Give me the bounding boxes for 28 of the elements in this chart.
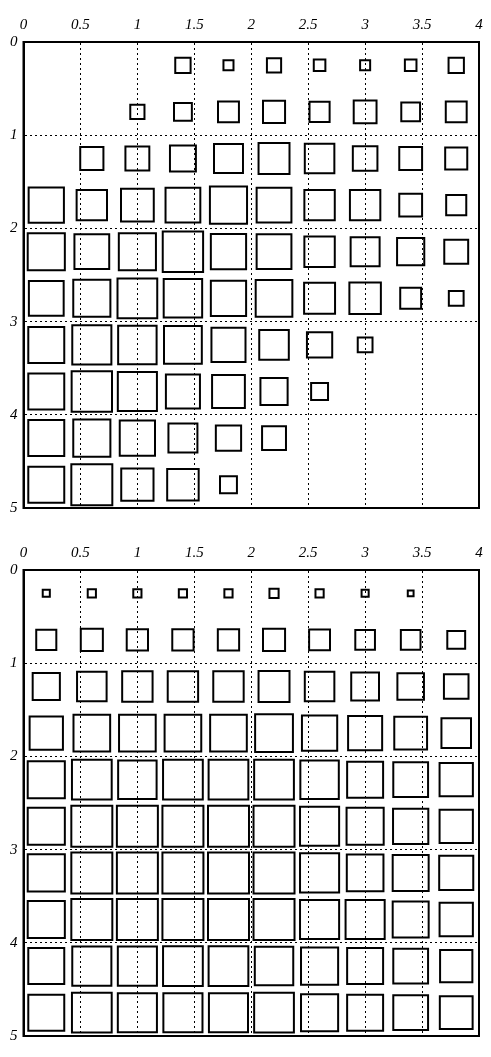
x-tick-label: 3 bbox=[360, 15, 369, 32]
x-tick-label: 4 bbox=[475, 543, 484, 560]
x-tick-label: 2.5 bbox=[298, 543, 319, 560]
x-tick-label: 1.5 bbox=[184, 543, 205, 560]
y-tick-label: 4 bbox=[10, 405, 18, 422]
y-tick-label: 0 bbox=[10, 32, 18, 49]
y-tick-label: 5 bbox=[10, 1026, 18, 1043]
x-tick-label: 3.5 bbox=[411, 15, 432, 32]
x-tick-label: 1.5 bbox=[184, 15, 205, 32]
y-tick-label: 1 bbox=[10, 654, 18, 671]
y-tick-label: 3 bbox=[9, 840, 18, 857]
x-tick-label: 2.5 bbox=[298, 15, 319, 32]
x-tick-label: 3 bbox=[360, 543, 369, 560]
x-tick-label: 1 bbox=[133, 543, 142, 560]
x-tick-label: 0.5 bbox=[71, 15, 91, 32]
y-tick-label: 4 bbox=[10, 933, 18, 950]
y-tick-label: 1 bbox=[10, 126, 18, 143]
y-tick-label: 0 bbox=[10, 560, 18, 577]
x-tick-label: 1 bbox=[133, 15, 142, 32]
y-tick-label: 5 bbox=[10, 498, 18, 515]
y-tick-label: 2 bbox=[10, 747, 18, 764]
x-tick-label: 2 bbox=[247, 543, 256, 560]
y-tick-label: 2 bbox=[10, 219, 18, 236]
x-tick-label: 3.5 bbox=[411, 543, 432, 560]
x-tick-label: 4 bbox=[475, 15, 484, 32]
x-tick-label: 2 bbox=[247, 15, 256, 32]
y-tick-label: 3 bbox=[9, 312, 18, 329]
x-tick-label: 0.5 bbox=[71, 543, 91, 560]
